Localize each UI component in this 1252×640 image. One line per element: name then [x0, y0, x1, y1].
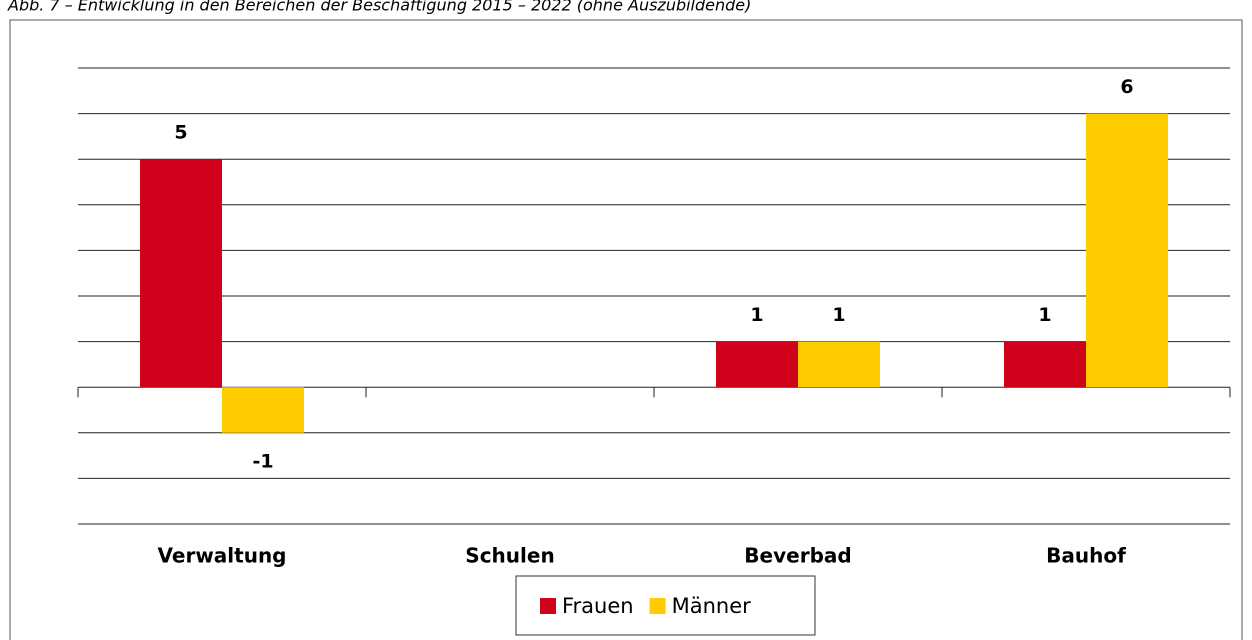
- bar: [798, 341, 880, 388]
- x-tick-label: Schulen: [465, 544, 554, 568]
- legend-swatch: [649, 598, 666, 614]
- x-tick-label: Beverbad: [744, 544, 851, 568]
- bar: [140, 159, 222, 388]
- bar: [1086, 113, 1168, 388]
- data-label: 1: [750, 304, 763, 326]
- data-label: -1: [252, 450, 273, 472]
- bar: [1004, 341, 1086, 388]
- legend-label: Männer: [672, 594, 752, 618]
- data-label: 5: [174, 122, 187, 144]
- x-tick-label: Verwaltung: [158, 544, 287, 568]
- data-label: 6: [1120, 76, 1133, 98]
- bar: [222, 387, 304, 433]
- legend-swatch: [540, 598, 556, 614]
- data-label: 1: [1038, 304, 1051, 326]
- bar: [716, 341, 798, 388]
- legend-label: Frauen: [562, 594, 634, 618]
- x-tick-label: Bauhof: [1046, 544, 1126, 568]
- chart-title: Abb. 7 – Entwicklung in den Bereichen de…: [7, 0, 751, 15]
- data-label: 1: [832, 304, 845, 326]
